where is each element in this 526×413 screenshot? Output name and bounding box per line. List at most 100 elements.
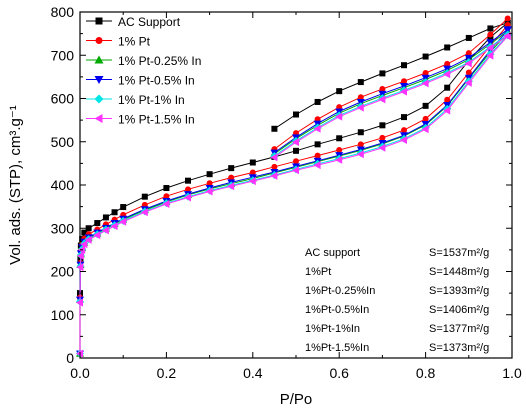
adsorption-point — [76, 298, 83, 307]
surface-area-sample: AC support — [305, 247, 360, 259]
legend-item: 1% Pt-0.5% In — [86, 74, 195, 88]
desorption-point — [379, 70, 386, 77]
surface-area-value: S=1373m²/g — [429, 342, 489, 354]
surface-area-sample: 1%Pt-0.5%In — [305, 304, 369, 316]
desorption-point — [378, 95, 386, 104]
desorption-point — [504, 15, 511, 22]
adsorption-point — [163, 185, 170, 192]
adsorption-point — [486, 51, 494, 60]
adsorption-point — [120, 204, 127, 211]
desorption-point — [422, 53, 429, 60]
desorption-point — [293, 111, 299, 118]
adsorption-point — [444, 96, 451, 103]
adsorption-point — [314, 152, 321, 159]
desorption-point — [443, 70, 451, 79]
adsorption-point — [422, 102, 429, 109]
y-tick-label: 0 — [66, 350, 74, 366]
legend-marker — [95, 17, 103, 25]
adsorption-point — [379, 134, 386, 141]
legend-marker — [94, 94, 104, 104]
adsorption-point — [443, 106, 451, 115]
adsorption-point — [119, 217, 127, 226]
adsorption-point — [185, 186, 191, 193]
desorption-point — [271, 125, 278, 132]
desorption-point — [336, 88, 343, 95]
desorption-point — [503, 26, 512, 34]
y-tick-label: 800 — [51, 4, 75, 20]
legend-item: 1% Pt — [86, 35, 151, 49]
desorption-point — [487, 31, 494, 38]
surface-area-table: AC support S=1537m²/g 1%Pt S=1448m²/g 1%Pt-0… — [305, 247, 489, 354]
adsorption-point — [422, 115, 429, 122]
adsorption-point — [293, 158, 299, 165]
adsorption-point — [421, 125, 429, 134]
adsorption-point — [464, 78, 472, 87]
adsorption-point — [102, 214, 109, 221]
adsorption-point — [444, 84, 451, 91]
adsorption-point — [400, 136, 407, 145]
adsorption-point — [141, 193, 148, 200]
desorption-point — [486, 43, 494, 52]
desorption-point — [421, 79, 429, 88]
adsorption-point — [110, 222, 118, 231]
adsorption-point — [76, 263, 84, 272]
legend-label: 1% Pt-1% In — [118, 93, 185, 107]
y-tick-label: 700 — [51, 47, 75, 63]
desorption-line — [274, 35, 508, 158]
surface-area-value: S=1448m²/g — [429, 266, 489, 278]
x-tick-label: 0.2 — [157, 365, 177, 381]
adsorption-point — [80, 240, 88, 249]
adsorption-point — [81, 229, 88, 236]
desorption-point — [400, 87, 407, 96]
legend-label: 1% Pt-1.5% In — [118, 113, 195, 127]
desorption-point — [444, 60, 451, 67]
adsorption-point — [84, 235, 92, 244]
desorption-point — [401, 78, 407, 85]
adsorption-point — [378, 143, 386, 152]
adsorption-point — [227, 182, 235, 191]
y-tick-label: 100 — [51, 307, 75, 323]
surface-area-sample: 1%Pt — [305, 266, 331, 278]
desorption-point — [465, 34, 472, 41]
adsorption-point — [249, 159, 256, 166]
axes-layer: 0.0 0.2 0.4 0.6 0.8 1.0 0 100 200 300 400 500 600 700… — [51, 4, 522, 381]
desorption-point — [465, 50, 472, 57]
legend: AC Support 1% Pt 1% Pt-0.25% In 1% Pt-0.5% … — [86, 15, 201, 127]
desorption-point — [356, 103, 364, 112]
desorption-point — [335, 112, 343, 121]
series-layer — [76, 15, 512, 358]
y-tick-label: 500 — [51, 134, 75, 150]
x-tick-label: 0.4 — [243, 365, 263, 381]
desorption-point — [503, 31, 511, 40]
adsorption-point — [162, 200, 170, 209]
surface-area-value: S=1377m²/g — [429, 323, 489, 335]
legend-item: 1% Pt-0.25% In — [86, 54, 201, 68]
adsorption-point — [336, 135, 343, 142]
adsorption-point — [401, 114, 407, 121]
adsorption-point — [94, 220, 101, 227]
adsorption-point — [357, 129, 364, 136]
legend-marker — [94, 55, 104, 64]
adsorption-point — [270, 171, 278, 180]
legend-item: 1% Pt-1.5% In — [86, 113, 195, 127]
surface-area-sample: 1%Pt-1.5%In — [305, 342, 369, 354]
adsorption-point — [76, 251, 84, 260]
adsorption-point — [101, 226, 109, 235]
adsorption-point — [140, 208, 148, 217]
desorption-point — [357, 79, 364, 86]
desorption-line — [274, 18, 509, 150]
adsorption-point — [357, 141, 364, 148]
x-axis-title: P/Po — [280, 391, 313, 408]
legend-label: 1% Pt-0.5% In — [118, 74, 195, 88]
adsorption-point — [314, 141, 321, 148]
adsorption-point — [401, 127, 407, 134]
adsorption-point — [205, 187, 213, 196]
plot-frame — [79, 11, 513, 359]
legend-marker — [94, 76, 104, 84]
surface-area-value: S=1537m²/g — [429, 247, 489, 259]
adsorption-point — [206, 180, 213, 187]
desorption-point — [313, 124, 321, 133]
desorption-point — [444, 44, 451, 51]
adsorption-point — [184, 193, 191, 202]
adsorption-point — [85, 225, 92, 232]
